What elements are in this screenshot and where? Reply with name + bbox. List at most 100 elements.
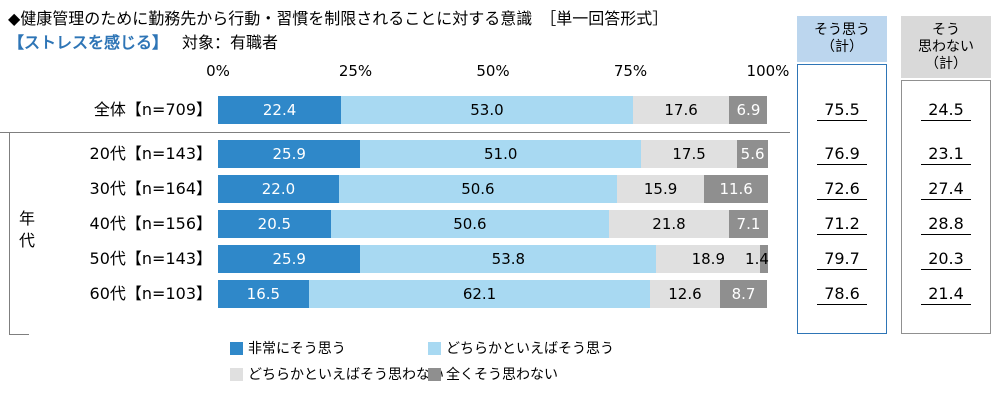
target-label: 対象：有職者 bbox=[182, 33, 279, 52]
row-label: 20代【n=143】 bbox=[89, 144, 212, 163]
disagree-total-value: 20.3 bbox=[901, 245, 991, 273]
segment-value: 20.5 bbox=[257, 215, 292, 233]
segment-value: 25.9 bbox=[272, 145, 306, 163]
legend-swatch bbox=[230, 367, 243, 381]
axis-tick: 25% bbox=[338, 62, 373, 80]
bar-segment: 7.1 bbox=[728, 210, 768, 238]
legend-label: どちらかといえばそう思わない bbox=[248, 367, 444, 383]
age-group-bracket bbox=[9, 132, 10, 335]
bar-segment: 16.5 bbox=[218, 280, 309, 308]
segment-value: 11.6 bbox=[719, 180, 753, 198]
agree-total-value: 72.6 bbox=[797, 175, 887, 203]
disagree-total-header: そう 思わない （計） bbox=[901, 16, 991, 78]
bar-segment: 17.5 bbox=[640, 140, 738, 168]
agree-total-value: 78.6 bbox=[797, 280, 887, 308]
agree-total-header: そう思う （計） bbox=[797, 16, 887, 62]
segment-value: 16.5 bbox=[246, 285, 281, 303]
bar-segment: 50.6 bbox=[338, 175, 617, 203]
segment-value: 7.1 bbox=[736, 215, 761, 233]
row-label: 60代【n=103】 bbox=[89, 284, 212, 303]
segment-value: 17.5 bbox=[672, 145, 706, 163]
stacked-bar: 25.9 53.8 18.9 1.4 bbox=[218, 245, 769, 273]
disagree-total-value: 27.4 bbox=[901, 175, 991, 203]
chart-title: ◆健康管理のために勤務先から行動・習慣を制限されることに対する意識 ［単一回答形… bbox=[8, 9, 669, 28]
condition-label: 【ストレスを感じる】 bbox=[8, 33, 169, 52]
legend-swatch bbox=[230, 341, 243, 355]
segment-value: 22.0 bbox=[261, 180, 296, 198]
bar-segment: 18.9 bbox=[656, 245, 761, 273]
segment-value: 25.9 bbox=[272, 250, 306, 268]
bar-segment: 12.6 bbox=[650, 280, 720, 308]
agree-total-value-text: 71.2 bbox=[817, 214, 867, 235]
bar-segment: 6.9 bbox=[729, 96, 768, 124]
disagree-total-value-text: 27.4 bbox=[921, 179, 971, 200]
segment-value: 5.6 bbox=[740, 145, 765, 163]
bar-segment: 50.6 bbox=[330, 210, 610, 238]
row-label: 40代【n=156】 bbox=[89, 214, 212, 233]
stacked-bar: 22.0 50.6 15.9 11.6 bbox=[218, 175, 769, 203]
bar-segment: 22.0 bbox=[218, 175, 339, 203]
bar-segment: 1.4 bbox=[745, 245, 769, 273]
bar-segment: 62.1 bbox=[308, 280, 651, 308]
agree-total-value: 76.9 bbox=[797, 140, 887, 168]
axis-tick: 50% bbox=[476, 62, 510, 80]
agree-total-value-text: 78.6 bbox=[817, 284, 867, 305]
stacked-bar: 16.5 62.1 12.6 8.7 bbox=[218, 280, 768, 308]
axis-tick: 75% bbox=[613, 62, 648, 80]
axis-tick: 0% bbox=[206, 62, 230, 80]
bar-segment: 53.8 bbox=[360, 245, 657, 273]
legend-label: 非常にそう思う bbox=[248, 341, 346, 357]
stacked-bar: 22.4 53.0 17.6 6.9 bbox=[218, 96, 768, 124]
disagree-total-value: 23.1 bbox=[901, 140, 991, 168]
age-group-label: 年代 bbox=[16, 210, 35, 254]
bar-segment: 21.8 bbox=[609, 210, 729, 238]
segment-value: 51.0 bbox=[483, 145, 518, 163]
legend-item: どちらかといえばそう思わない bbox=[230, 366, 444, 383]
agree-total-value: 71.2 bbox=[797, 210, 887, 238]
segment-value: 21.8 bbox=[652, 215, 686, 233]
disagree-total-value-text: 21.4 bbox=[921, 284, 971, 305]
disagree-total-value: 24.5 bbox=[901, 96, 991, 124]
bar-segment: 8.7 bbox=[719, 280, 768, 308]
segment-value: 6.9 bbox=[736, 101, 761, 119]
disagree-total-value-text: 28.8 bbox=[921, 214, 971, 235]
segment-value: 15.9 bbox=[643, 180, 678, 198]
bar-segment: 15.9 bbox=[616, 175, 705, 203]
disagree-total-box bbox=[901, 80, 991, 334]
bar-segment: 25.9 bbox=[218, 245, 361, 273]
legend-item: どちらかといえばそう思う bbox=[428, 340, 614, 357]
bar-segment: 53.0 bbox=[341, 96, 633, 124]
bar-segment: 5.6 bbox=[737, 140, 768, 168]
separator-line bbox=[0, 132, 790, 133]
legend-swatch bbox=[428, 341, 441, 355]
bar-segment: 11.6 bbox=[704, 175, 769, 203]
row-label: 全体【n=709】 bbox=[93, 100, 212, 119]
segment-value: 22.4 bbox=[262, 101, 297, 119]
segment-value: 18.9 bbox=[691, 250, 725, 268]
agree-total-value-text: 72.6 bbox=[817, 179, 867, 200]
age-group-bracket-bottom bbox=[9, 334, 29, 335]
bar-segment: 17.6 bbox=[632, 96, 730, 124]
segment-value: 53.0 bbox=[470, 101, 504, 119]
bar-segment: 20.5 bbox=[218, 210, 331, 238]
segment-value: 17.6 bbox=[664, 101, 698, 119]
agree-total-box bbox=[797, 64, 887, 334]
agree-total-value-text: 79.7 bbox=[817, 249, 867, 270]
segment-value: 50.6 bbox=[453, 215, 487, 233]
segment-value: 50.6 bbox=[461, 180, 495, 198]
stacked-bar: 25.9 51.0 17.5 5.6 bbox=[218, 140, 768, 168]
row-label: 30代【n=164】 bbox=[89, 179, 212, 198]
bar-segment: 22.4 bbox=[218, 96, 342, 124]
disagree-total-value: 21.4 bbox=[901, 280, 991, 308]
legend-item: 非常にそう思う bbox=[230, 340, 346, 357]
stacked-bar: 20.5 50.6 21.8 7.1 bbox=[218, 210, 768, 238]
segment-value: 53.8 bbox=[491, 250, 526, 268]
legend-item: 全くそう思わない bbox=[428, 366, 558, 383]
agree-total-value: 75.5 bbox=[797, 96, 887, 124]
legend-label: 全くそう思わない bbox=[446, 367, 558, 383]
legend-label: どちらかといえばそう思う bbox=[446, 341, 614, 357]
agree-total-value-text: 75.5 bbox=[817, 100, 867, 121]
disagree-total-value-text: 20.3 bbox=[921, 249, 971, 270]
disagree-total-value-text: 24.5 bbox=[921, 100, 971, 121]
